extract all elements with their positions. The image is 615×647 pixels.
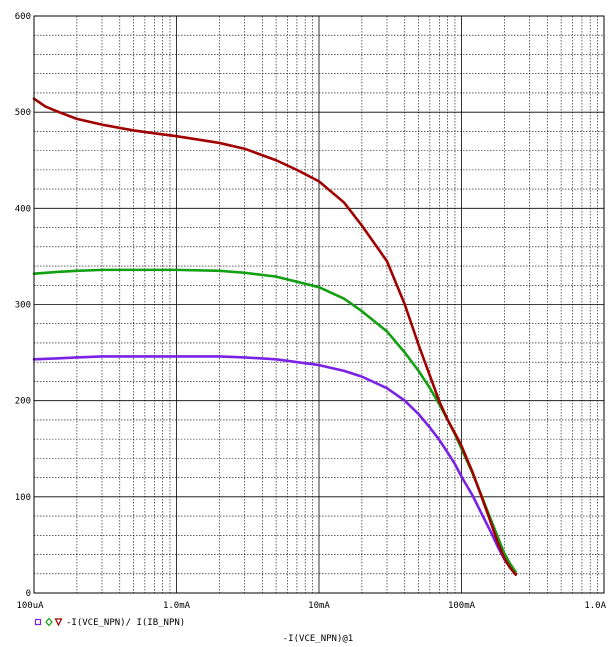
y-tick-label: 0	[26, 589, 31, 599]
x-tick-label: 1.0mA	[163, 601, 191, 611]
x-tick-label: 100uA	[16, 601, 44, 611]
legend-marker-diamond	[45, 617, 53, 627]
legend-label: -I(VCE_NPN)/ I(IB_NPN)	[66, 618, 185, 628]
y-tick-label: 600	[15, 12, 31, 22]
legend-marker-square	[34, 618, 42, 626]
y-tick-label: 200	[15, 397, 31, 407]
plot-frame	[33, 15, 605, 594]
y-tick-label: 300	[15, 301, 31, 311]
legend-marker-triangle	[54, 618, 63, 627]
y-tick-label: 500	[15, 108, 31, 118]
y-tick-labels: 0 100 200 300 400 500 600	[15, 12, 31, 599]
series-layer	[32, 97, 517, 577]
x-tick-label: 1.0A	[584, 601, 606, 611]
x-tick-labels: 100uA 1.0mA 10mA 100mA 1.0A	[16, 601, 606, 611]
legend: -I(VCE_NPN)/ I(IB_NPN)	[34, 617, 185, 628]
series-line-1	[32, 355, 517, 576]
y-tick-label: 100	[15, 493, 31, 503]
x-axis-label: -I(VCE_NPN)@1	[283, 634, 353, 644]
x-tick-label: 100mA	[448, 601, 476, 611]
x-tick-label: 10mA	[308, 601, 330, 611]
y-tick-label: 400	[15, 204, 31, 214]
series-line-2	[32, 268, 517, 574]
series-line-3	[32, 97, 517, 577]
